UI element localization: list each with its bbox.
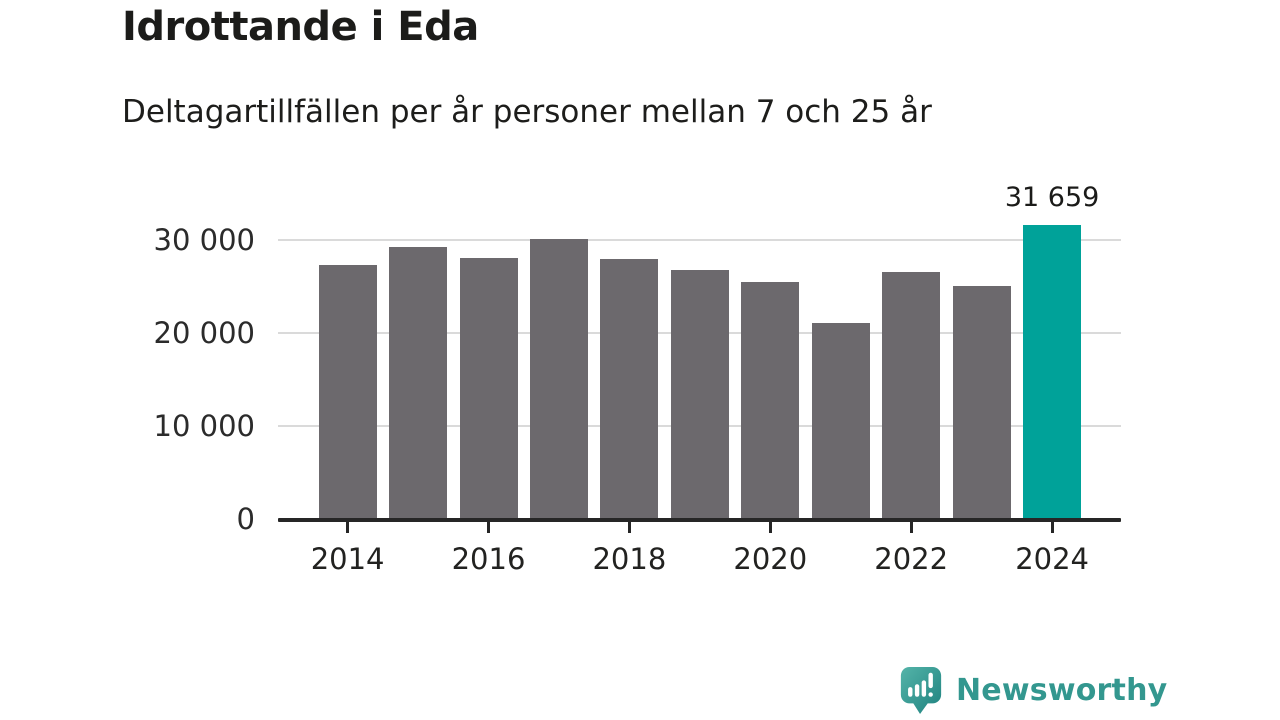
x-axis-label-2024: 2024 [1015,542,1089,576]
x-axis-label-2014: 2014 [310,542,385,576]
chart-subtitle: Deltagartillfällen per år personer mella… [122,94,932,130]
bar-2018 [600,259,659,519]
brand-footer: Newsworthy [898,664,1268,716]
bar-2023 [952,286,1011,519]
x-tick-2016 [487,522,490,533]
y-axis-label-20000: 20 000 [153,316,255,350]
x-axis-label-2022: 2022 [874,542,949,576]
x-axis-label-2016: 2016 [451,542,526,576]
bar-2016 [459,258,518,519]
bar-2024 [1023,225,1082,519]
gridline-30000 [278,239,1121,241]
x-tick-2022 [909,522,913,533]
mini-bar-2 [914,684,920,697]
bar-2015 [389,247,448,519]
y-axis-label-30000: 30 000 [153,223,255,257]
mini-bar-3 [921,680,927,697]
brand-name: Newsworthy [956,672,1168,708]
y-axis-label-0: 0 [236,502,255,536]
newsworthy-logo-icon [900,667,942,714]
bar-2020 [741,282,800,519]
x-axis-label-2018: 2018 [592,542,667,576]
bar-2017 [529,239,588,519]
bar-2014 [318,265,377,519]
exclamation-line [928,672,933,689]
chart-title: Idrottande i Eda [122,4,479,50]
x-tick-2018 [627,522,631,533]
x-tick-2020 [768,522,772,533]
x-axis-label-2020: 2020 [733,542,808,576]
highlight-value-label: 31 659 [1004,182,1100,213]
bar-2021 [811,323,870,519]
x-tick-2014 [346,522,350,533]
y-axis-label-10000: 10 000 [153,409,255,443]
bar-2022 [882,272,941,519]
bar-2019 [670,270,729,519]
x-axis-line [278,518,1121,522]
speech-bubble-shape [900,667,942,714]
x-tick-2024 [1050,522,1054,533]
exclamation-dot [928,692,933,697]
mini-bar-1 [908,687,913,697]
